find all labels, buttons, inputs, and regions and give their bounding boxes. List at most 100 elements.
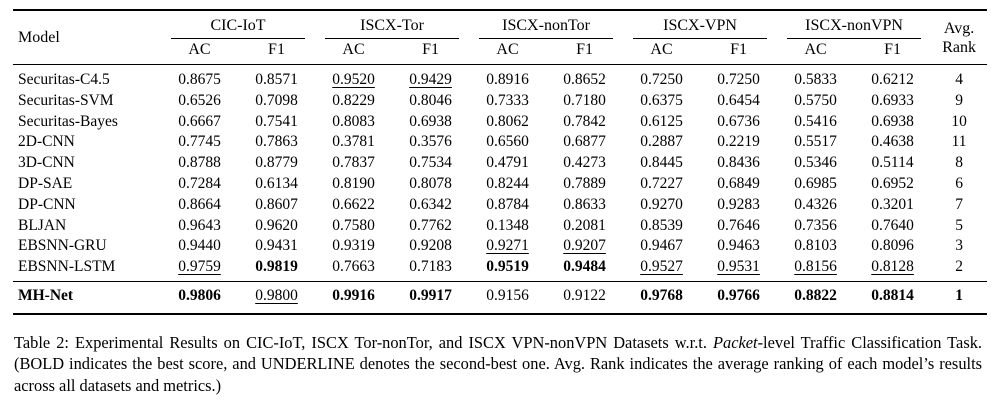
- metric-value: 0.8822: [777, 280, 855, 314]
- metric-value: 0.6849: [717, 174, 760, 192]
- metric-value: 0.8096: [871, 237, 914, 255]
- metric-value: 0.5833: [794, 71, 837, 88]
- group-underline-rule: [633, 38, 768, 39]
- metric-value: 0.3576: [409, 133, 452, 151]
- metric-value: 0.7580: [332, 216, 375, 234]
- metric-value: 0.8664: [178, 195, 221, 213]
- avg-rank-value: 1: [931, 280, 988, 314]
- caption-text-end: -level Traffic Classification Task. (BOL…: [14, 332, 982, 395]
- metric-value: 0.6125: [640, 112, 683, 130]
- metric-value: 0.6952: [871, 174, 914, 192]
- metric-value: 0.8229: [332, 91, 375, 109]
- metric-value: 0.8814: [854, 280, 932, 314]
- metric-value: 0.6877: [563, 133, 606, 151]
- avg-rank-value: 4: [955, 71, 963, 88]
- table-row: EBSNN-GRU 0.9440 0.9431 0.9319 0.9208 0.9271 0…: [13, 236, 987, 257]
- column-header-metric-ac: AC: [161, 39, 238, 65]
- metric-value: 0.6560: [486, 133, 529, 151]
- model-name: DP-CNN: [18, 195, 76, 213]
- group-label: ISCX-nonVPN: [805, 17, 903, 34]
- table-caption: Table 2: Experimental Results on CIC-IoT…: [14, 332, 982, 397]
- metric-value: 0.9467: [640, 237, 683, 255]
- metric-value: 0.5750: [794, 91, 837, 109]
- metric-value: 0.5114: [871, 154, 914, 172]
- metric-value: 0.4326: [794, 195, 837, 213]
- metric-value: 0.6526: [178, 91, 221, 109]
- metric-value: 0.9270: [640, 195, 683, 213]
- metric-value: 0.2219: [717, 133, 760, 151]
- metric-value: 0.9207: [563, 237, 606, 255]
- metric-value: 0.7646: [717, 216, 760, 234]
- metric-value: 0.6736: [717, 112, 760, 130]
- metric-value: 0.8062: [486, 112, 529, 130]
- metric-value: 0.9917: [392, 280, 470, 314]
- metric-value: 0.9463: [717, 237, 760, 255]
- model-name: 2D-CNN: [18, 133, 75, 151]
- metric-value: 0.8128: [871, 258, 914, 276]
- model-name: EBSNN-GRU: [18, 237, 107, 255]
- group-label: CIC-IoT: [210, 17, 266, 34]
- metric-value: 0.4791: [486, 154, 529, 172]
- metric-value: 0.6938: [409, 112, 452, 130]
- metric-value: 0.8156: [794, 258, 837, 276]
- column-group-iscx-nontor: ISCX-nonTor: [469, 10, 623, 39]
- metric-value: 0.9208: [409, 237, 452, 255]
- column-header-metric-f1: F1: [392, 39, 470, 65]
- column-header-metric-f1: F1: [854, 39, 932, 65]
- avg-rank-value: 11: [951, 133, 967, 151]
- column-header-metric-ac: AC: [777, 39, 855, 65]
- column-header-metric-ac: AC: [469, 39, 547, 65]
- table-row: 2D-CNN 0.7745 0.7863 0.3781 0.3576 0.6560 0.68…: [13, 132, 987, 153]
- group-label: ISCX-VPN: [663, 17, 737, 34]
- metric-value: 0.3781: [332, 133, 375, 151]
- metric-value: 0.9440: [178, 237, 221, 255]
- metric-value: 0.2887: [640, 133, 683, 151]
- metric-value: 0.9484: [563, 258, 606, 276]
- caption-italic-word: Packet: [713, 332, 758, 352]
- column-header-metric-ac: AC: [623, 39, 701, 65]
- table-footer: MH-Net 0.9806 0.9800 0.9916 0.9917 0.9156 0.91…: [13, 280, 988, 314]
- metric-value: 0.4273: [563, 154, 606, 172]
- metric-value: 0.9520: [332, 71, 375, 88]
- metric-value: 0.6212: [871, 71, 914, 88]
- metric-value: 0.6375: [640, 91, 683, 109]
- column-group-iscx-nonvpn: ISCX-nonVPN: [777, 10, 931, 39]
- metric-value: 0.7640: [871, 216, 914, 234]
- model-name: 3D-CNN: [18, 154, 75, 172]
- group-label: ISCX-Tor: [360, 17, 424, 34]
- metric-value: 0.8788: [178, 154, 221, 172]
- metric-value: 0.4638: [871, 133, 914, 151]
- column-header-metric-ac: AC: [315, 39, 393, 65]
- metric-value: 0.6454: [717, 91, 760, 109]
- metric-value: 0.8046: [409, 91, 452, 109]
- metric-value: 0.9916: [315, 280, 393, 314]
- metric-value: 0.6622: [332, 195, 375, 213]
- group-underline-rule: [325, 38, 460, 39]
- metric-value: 0.9800: [238, 280, 316, 314]
- model-name: BLJAN: [18, 216, 67, 234]
- avg-rank-value: 10: [951, 112, 967, 130]
- metric-value: 0.8436: [717, 154, 760, 172]
- metric-value: 0.1348: [486, 216, 529, 234]
- metric-value: 0.9156: [469, 280, 547, 314]
- metric-value: 0.7227: [640, 174, 683, 192]
- metric-value: 0.7534: [409, 154, 452, 172]
- column-group-cic-iot: CIC-IoT: [161, 10, 315, 39]
- metric-value: 0.5517: [794, 133, 837, 151]
- metric-value: 0.9527: [640, 258, 683, 276]
- metric-value: 0.7180: [563, 91, 606, 109]
- model-name: DP-SAE: [18, 174, 73, 192]
- group-label: ISCX-nonTor: [502, 17, 590, 34]
- table-row: 3D-CNN 0.8788 0.8779 0.7837 0.7534 0.4791 0.42…: [13, 153, 987, 174]
- avg-rank-value: 2: [955, 258, 963, 276]
- metric-value: 0.7333: [486, 91, 529, 109]
- column-group-iscx-tor: ISCX-Tor: [315, 10, 469, 39]
- metric-value: 0.8784: [486, 195, 529, 213]
- metric-value: 0.7663: [332, 258, 375, 276]
- metric-value: 0.6938: [871, 112, 914, 130]
- table-body: Securitas-C4.5 0.8675 0.8571 0.9520 0.9429 0.…: [13, 65, 987, 282]
- metric-value: 0.7284: [178, 174, 221, 192]
- metric-value: 0.7098: [255, 91, 298, 109]
- metric-value: 0.7842: [563, 112, 606, 130]
